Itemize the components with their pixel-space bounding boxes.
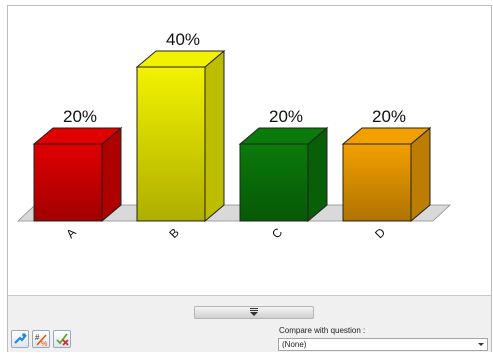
bar-B: [135, 49, 226, 223]
svg-text:#: #: [35, 333, 40, 342]
clear-icon: [56, 333, 69, 346]
data-label-A: 20%: [63, 107, 97, 126]
bar-top-A: [32, 127, 123, 145]
bar-A: [32, 126, 123, 223]
data-label-D: 20%: [372, 107, 406, 126]
bar-top-B: [135, 50, 226, 68]
bar-front-A: [33, 143, 103, 222]
bar-front-B: [136, 66, 206, 222]
category-label-A: A: [63, 225, 79, 241]
bar-D: [341, 126, 432, 223]
bar-front-D: [342, 143, 412, 222]
numbers-percent-icon: # %: [35, 333, 47, 347]
compare-select-value: (None): [282, 340, 307, 349]
category-label-C: C: [269, 225, 285, 241]
run-button[interactable]: [11, 330, 29, 348]
chevron-down-icon: [478, 343, 484, 346]
numbers-percent-button[interactable]: # %: [32, 330, 50, 348]
bar-top-C: [238, 127, 329, 145]
clear-button[interactable]: [53, 330, 71, 348]
svg-text:%: %: [41, 341, 47, 347]
data-label-C: 20%: [269, 107, 303, 126]
compare-select[interactable]: (None): [278, 338, 488, 351]
bar-top-D: [341, 127, 432, 145]
bar-C: [238, 126, 329, 223]
run-icon: [14, 333, 27, 344]
category-label-B: B: [166, 225, 182, 241]
triple-bar-down-icon: [250, 308, 258, 316]
compare-label: Compare with question :: [279, 326, 366, 335]
bar-side-B: [204, 49, 225, 223]
data-label-B: 40%: [166, 30, 200, 49]
bar-front-C: [239, 143, 309, 222]
collapse-handle[interactable]: [194, 306, 314, 319]
bottom-panel: # % Compare with question : (None): [8, 295, 491, 352]
bar-chart: 20% A 40% B 20% C 20% D: [16, 30, 452, 241]
category-label-D: D: [372, 225, 388, 241]
